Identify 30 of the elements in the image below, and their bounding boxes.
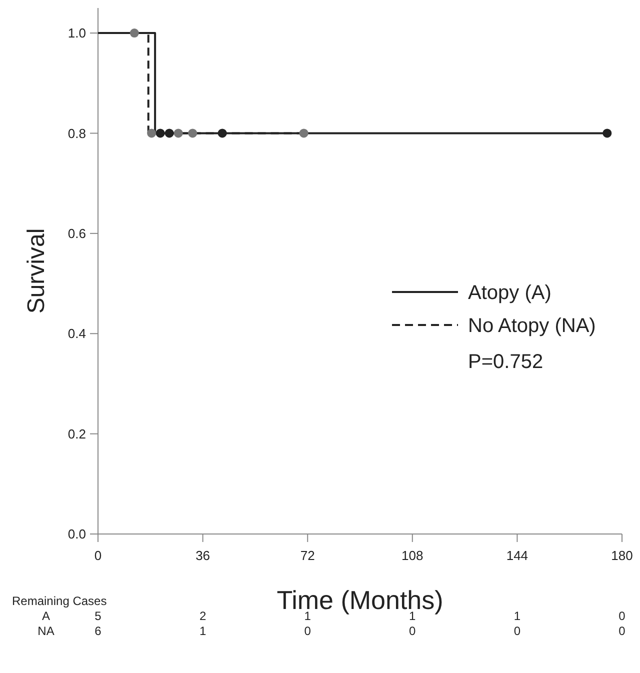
text: 0 bbox=[304, 624, 312, 638]
x-tick-label: 144 bbox=[506, 548, 528, 563]
text: 1 bbox=[514, 609, 521, 623]
text: 0 bbox=[409, 624, 416, 638]
y-tick-label: 0.8 bbox=[68, 126, 86, 141]
y-tick-label: 0.0 bbox=[68, 526, 86, 542]
y-tick-label: 0.2 bbox=[68, 426, 86, 442]
text: NA bbox=[38, 624, 54, 638]
text: 1 bbox=[304, 609, 312, 623]
x-tick-label: 0 bbox=[94, 548, 102, 563]
text: 2 bbox=[199, 609, 206, 623]
y-tick-label: 0.6 bbox=[68, 226, 86, 241]
x-tick-label: 180 bbox=[611, 548, 633, 563]
text: 0 bbox=[514, 624, 521, 638]
x-tick-label: 72 bbox=[300, 548, 315, 563]
text: 6 bbox=[94, 624, 102, 638]
text: Remaining Cases bbox=[12, 594, 107, 608]
text: A bbox=[42, 609, 50, 623]
x-tick-label: 108 bbox=[402, 548, 424, 563]
y-axis-title: Survival bbox=[23, 228, 50, 314]
x-tick-label: 36 bbox=[196, 548, 210, 563]
text: 1 bbox=[199, 624, 206, 638]
text: 0 bbox=[618, 624, 626, 638]
legend-label: Atopy (A) bbox=[468, 282, 552, 304]
y-tick-label: 0.4 bbox=[68, 326, 86, 342]
y-tick-label: 1.0 bbox=[68, 26, 86, 41]
legend-label: No Atopy (NA) bbox=[468, 315, 596, 337]
annotation: P=0.752 bbox=[468, 351, 544, 373]
text: 5 bbox=[94, 609, 102, 623]
text: 0 bbox=[618, 609, 626, 623]
